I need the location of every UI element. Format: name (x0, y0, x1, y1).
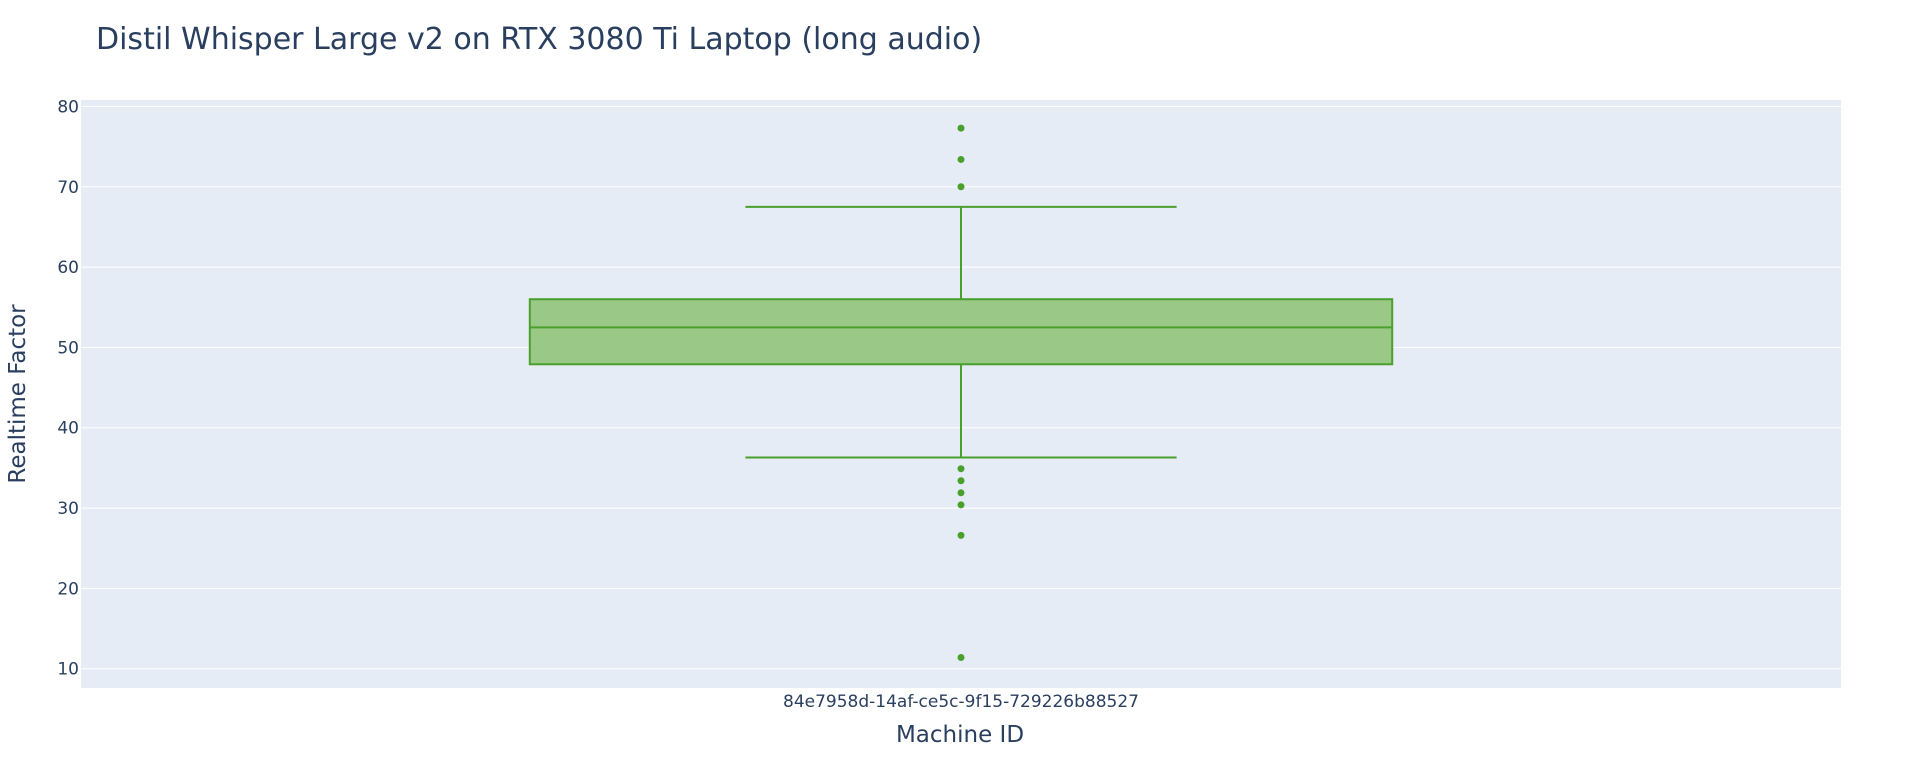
y-tick-label: 40 (57, 419, 79, 439)
y-tick-label: 10 (57, 660, 79, 680)
y-axis-title: Realtime Factor (5, 304, 31, 484)
outlier-point (957, 501, 965, 509)
outlier-point (957, 124, 965, 132)
outlier-point (957, 653, 965, 661)
chart-title: Distil Whisper Large v2 on RTX 3080 Ti L… (96, 22, 982, 57)
y-tick-label: 30 (57, 499, 79, 519)
y-tick-label: 80 (57, 97, 79, 117)
iqr-box (528, 298, 1394, 366)
y-tick-label: 70 (57, 178, 79, 198)
x-axis-title: Machine ID (896, 722, 1024, 748)
outlier-point (957, 531, 965, 539)
y-tick-labels: 10 20 30 40 50 60 70 80 (57, 97, 79, 679)
outlier-point (957, 477, 965, 485)
x-tick-label: 84e7958d-14af-ce5c-9f15-729226b88527 (783, 692, 1139, 712)
y-tick-label: 50 (57, 338, 79, 358)
y-tick-label: 60 (57, 258, 79, 278)
outlier-point (957, 489, 965, 497)
x-tick-labels: 84e7958d-14af-ce5c-9f15-729226b88527 (783, 692, 1139, 712)
box-series (528, 124, 1394, 661)
y-tick-label: 20 (57, 579, 79, 599)
outlier-point (957, 155, 965, 163)
outlier-point (957, 465, 965, 473)
outlier-point (957, 183, 965, 191)
